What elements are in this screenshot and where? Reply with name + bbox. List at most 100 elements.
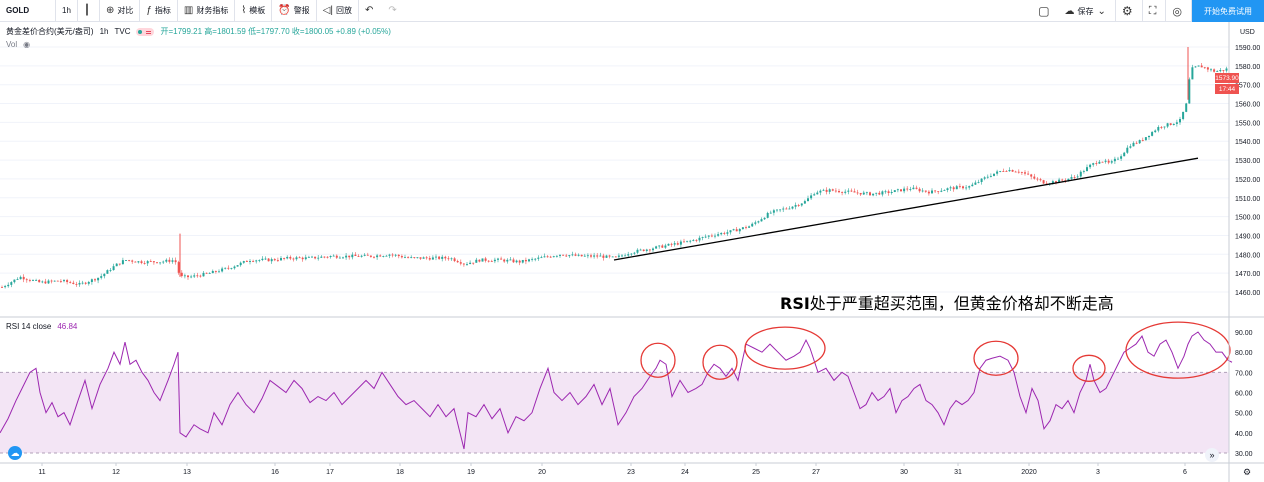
candle-body [596,255,599,257]
candle-body [831,189,834,191]
candle-body [590,255,592,257]
candle-body [376,255,379,258]
compare-button[interactable]: ⊕ 对比 [100,0,141,22]
redo-button[interactable]: ↷ [382,0,405,22]
candle-body [156,262,158,264]
top-toolbar: GOLD 1h ┃ ⊕ 对比 ƒ 指标 ▥ 财务指标 ⌇ 模板 ⏰ 警报 ◁| 回放 ↶ ↷… [0,0,1264,22]
candle-body [354,254,357,256]
chart-canvas[interactable]: 1590.00 1580.00 1570.00 1560.00 1550.00 1540.… [0,22,1264,482]
overbought-circle[interactable] [744,326,826,370]
candle-body [986,176,989,178]
time-tick-label: 12 [112,469,120,476]
rsi-axis[interactable]: 90.00 80.00 70.00 60.00 50.00 40.00 30.00 [1235,330,1253,458]
candle-body [1089,164,1092,168]
candle-body [723,232,726,234]
candle-body [958,186,961,188]
overbought-circle[interactable] [1125,321,1231,379]
volume-legend: Vol ◉ [6,40,30,49]
candle-body [810,195,813,199]
candle-body [329,255,332,258]
candle-body [121,260,124,265]
candle-body [317,257,320,259]
overbought-circle[interactable] [640,342,676,378]
candlestick-icon[interactable]: ┃ [78,0,100,22]
candle-body [357,255,360,257]
candle-body [131,260,134,262]
candle-body [968,186,971,188]
candle-body [1169,123,1172,125]
candle-body [397,254,400,257]
legend-interval: 1h [99,27,109,36]
candle-body [109,270,112,271]
alert-button[interactable]: ⏰ 警报 [272,0,317,22]
candle-body [298,257,301,259]
candle-body [475,259,478,263]
scroll-right-icon[interactable]: » [1205,448,1219,462]
candle-body [577,254,580,256]
overbought-circle[interactable] [702,344,738,380]
candle-body [983,177,986,179]
candle-body [1188,79,1191,104]
candle-body [90,279,93,283]
candle-body [785,208,788,210]
candle-body [230,268,233,270]
interval-button[interactable]: 1h [56,0,78,22]
rsi-annotation: RSI处于严重超买范围，但黄金价格却不断走高 [780,290,1114,314]
candle-body [779,209,782,211]
market-status-badge[interactable] [136,27,155,36]
candle-body [971,184,974,187]
financials-button[interactable]: ▥ 财务指标 [178,0,236,22]
candle-body [66,280,69,283]
settings-gear-icon[interactable]: ⚙ [1116,0,1143,22]
candle-body [183,275,186,277]
save-button[interactable]: ☁ 保存 ⌄ [1059,0,1116,22]
trendline[interactable] [613,157,1199,261]
candle-body [574,254,577,256]
candle-body [636,249,639,253]
tradingview-logo-icon[interactable]: ☁ [8,446,22,460]
layout-icon[interactable]: ▢ [1038,4,1050,18]
candle-body [652,248,654,251]
candle-body [416,257,419,259]
undo-button[interactable]: ↶ [359,0,382,22]
replay-button[interactable]: ◁| 回放 [317,0,359,22]
candle-body [980,178,983,183]
candle-body [1,287,3,288]
overbought-circle[interactable] [1072,354,1106,382]
rsi-tick-label: 40.00 [1235,431,1253,438]
candle-body [838,191,840,193]
candle-body [1166,123,1169,127]
candle-body [25,279,28,281]
candle-body [1203,67,1206,69]
price-axis[interactable]: 1590.00 1580.00 1570.00 1560.00 1550.00 1540.… [1235,45,1260,297]
time-tick-label: 19 [467,469,475,476]
overbought-circle[interactable] [973,340,1019,376]
candle-body [35,280,38,281]
candle-body [326,256,329,258]
candle-body [47,280,50,284]
candle-body [1172,123,1175,125]
candle-body [1070,177,1073,179]
candle-body [788,208,791,210]
chart-settings-gear-icon[interactable]: ⚙ [1242,466,1252,477]
candle-body [280,258,282,261]
rsi-name[interactable]: RSI 14 close [6,322,52,331]
symbol-search[interactable]: GOLD [0,0,56,22]
start-free-trial-button[interactable]: 开始免费试用 [1192,0,1264,22]
camera-icon[interactable]: ◎ [1166,0,1192,22]
time-tick-label: 13 [183,469,191,476]
time-tick-label: 6 [1183,469,1187,476]
symbol-title[interactable]: 黄金差价合约(美元/盎司) [6,27,94,36]
candle-body [261,258,264,260]
candle-body [1011,169,1014,172]
candle-body [912,187,915,190]
template-icon: ⌇ [241,5,247,16]
time-axis[interactable]: 11 12 13 16 17 18 19 20 23 24 25 27 30 31 2020 3 6 [38,463,1187,476]
fullscreen-icon[interactable]: ⛶ [1143,0,1167,22]
templates-button[interactable]: ⌇ 模板 [235,0,273,22]
eye-icon[interactable]: ◉ [23,40,31,49]
currency-label[interactable]: USD [1240,29,1255,36]
candle-body [1055,181,1057,183]
candle-body [211,270,214,274]
indicators-button[interactable]: ƒ 指标 [140,0,178,22]
